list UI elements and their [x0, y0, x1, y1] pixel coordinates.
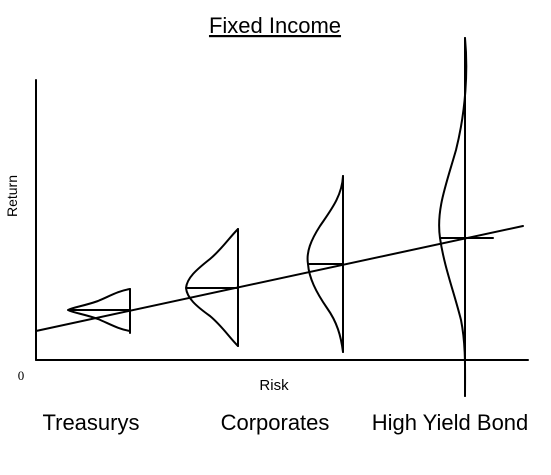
diagram-title: Fixed Income: [209, 13, 341, 38]
category-label-corporates: Corporates: [221, 410, 330, 435]
corporates-distribution: [185, 228, 239, 347]
high-yield-distribution: [438, 37, 494, 397]
origin-label: 0: [18, 368, 25, 383]
y-axis-label: Return: [4, 175, 20, 217]
category-label-high-yield-bond: High Yield Bond: [372, 410, 529, 435]
category-label-treasurys: Treasurys: [43, 410, 140, 435]
treasurys-distribution: [67, 288, 131, 334]
x-axis-label: Risk: [259, 377, 289, 394]
mid-right-distribution: [306, 175, 344, 353]
high-yield-bell-curve: [438, 37, 468, 397]
